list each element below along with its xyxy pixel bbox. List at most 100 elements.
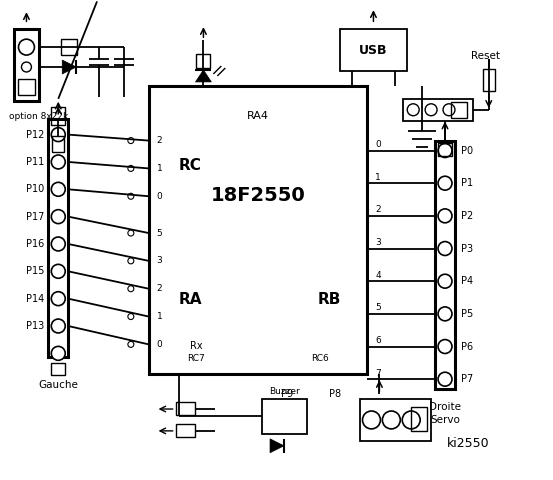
Bar: [13, 29, 39, 101]
Text: 2: 2: [156, 136, 163, 145]
Text: RB: RB: [318, 292, 341, 307]
Circle shape: [438, 339, 452, 353]
Text: P14: P14: [26, 294, 44, 304]
Bar: [176, 424, 195, 437]
Bar: [262, 399, 307, 434]
Bar: [403, 99, 473, 120]
Text: 1: 1: [156, 312, 163, 321]
Text: 4: 4: [375, 271, 381, 280]
Bar: [483, 69, 495, 91]
Circle shape: [51, 182, 65, 196]
Text: P12: P12: [26, 130, 44, 140]
Text: P11: P11: [26, 157, 44, 167]
Circle shape: [438, 241, 452, 255]
Text: Servo: Servo: [430, 415, 460, 425]
Text: 2: 2: [156, 284, 163, 293]
Circle shape: [425, 104, 437, 116]
Circle shape: [128, 313, 134, 320]
Circle shape: [18, 39, 34, 55]
Text: 3: 3: [375, 238, 381, 247]
Text: P15: P15: [26, 266, 44, 276]
Circle shape: [51, 264, 65, 278]
Text: P4: P4: [461, 276, 473, 286]
Text: Droite: Droite: [429, 402, 461, 412]
Circle shape: [438, 307, 452, 321]
Text: Rx: Rx: [190, 341, 203, 351]
Circle shape: [402, 411, 420, 429]
Bar: [18, 79, 35, 95]
Circle shape: [363, 411, 380, 429]
Text: 0: 0: [156, 192, 163, 201]
Text: 5: 5: [375, 303, 381, 312]
Text: Gauche: Gauche: [38, 380, 78, 390]
Circle shape: [438, 209, 452, 223]
Circle shape: [382, 411, 400, 429]
Text: 3: 3: [156, 256, 163, 265]
Polygon shape: [270, 439, 284, 453]
Text: P13: P13: [26, 321, 44, 331]
Circle shape: [438, 274, 452, 288]
Circle shape: [128, 258, 134, 264]
Text: P7: P7: [461, 374, 473, 384]
Text: RC7: RC7: [187, 354, 205, 363]
Text: P9: P9: [281, 389, 293, 399]
Text: Buzzer: Buzzer: [269, 386, 300, 396]
Circle shape: [51, 128, 65, 142]
Text: P3: P3: [461, 243, 473, 253]
Bar: [435, 141, 455, 389]
Text: P0: P0: [461, 145, 473, 156]
Circle shape: [438, 144, 452, 157]
Text: RA: RA: [179, 292, 202, 307]
Bar: [196, 54, 210, 68]
Bar: [340, 29, 407, 71]
Circle shape: [443, 104, 455, 116]
Circle shape: [51, 155, 65, 169]
Circle shape: [51, 347, 65, 360]
Text: 0: 0: [156, 340, 163, 349]
Text: RA4: RA4: [247, 111, 269, 121]
Circle shape: [51, 237, 65, 251]
Bar: [53, 136, 64, 152]
Text: 6: 6: [375, 336, 381, 345]
Text: RC6: RC6: [311, 354, 328, 363]
Bar: [48, 119, 68, 357]
Circle shape: [51, 292, 65, 306]
Bar: [51, 107, 65, 125]
Text: P8: P8: [328, 389, 341, 399]
Bar: [149, 86, 368, 374]
Text: P16: P16: [26, 239, 44, 249]
Text: P1: P1: [461, 178, 473, 188]
Bar: [438, 143, 452, 156]
Text: 5: 5: [156, 228, 163, 238]
Text: ki2550: ki2550: [447, 437, 489, 450]
Circle shape: [128, 341, 134, 348]
Bar: [176, 402, 195, 415]
Text: Reset: Reset: [471, 51, 500, 61]
Text: 1: 1: [375, 173, 381, 182]
Circle shape: [128, 166, 134, 171]
Text: 18F2550: 18F2550: [211, 186, 305, 205]
Bar: [51, 363, 65, 375]
Circle shape: [128, 193, 134, 199]
Circle shape: [128, 138, 134, 144]
Circle shape: [407, 104, 419, 116]
Text: RC: RC: [179, 158, 202, 173]
Circle shape: [438, 372, 452, 386]
Text: P2: P2: [461, 211, 473, 221]
Text: USB: USB: [359, 44, 388, 57]
Circle shape: [128, 286, 134, 292]
Bar: [451, 102, 467, 118]
Text: P6: P6: [461, 342, 473, 351]
Circle shape: [438, 176, 452, 190]
Circle shape: [128, 230, 134, 236]
Text: P17: P17: [26, 212, 44, 222]
Text: P5: P5: [461, 309, 473, 319]
Text: 0: 0: [375, 140, 381, 149]
Bar: [359, 399, 431, 441]
Text: 7: 7: [375, 369, 381, 378]
Bar: [61, 39, 77, 55]
Text: P10: P10: [26, 184, 44, 194]
Circle shape: [22, 62, 32, 72]
Bar: [411, 407, 427, 431]
Text: 2: 2: [375, 205, 381, 215]
